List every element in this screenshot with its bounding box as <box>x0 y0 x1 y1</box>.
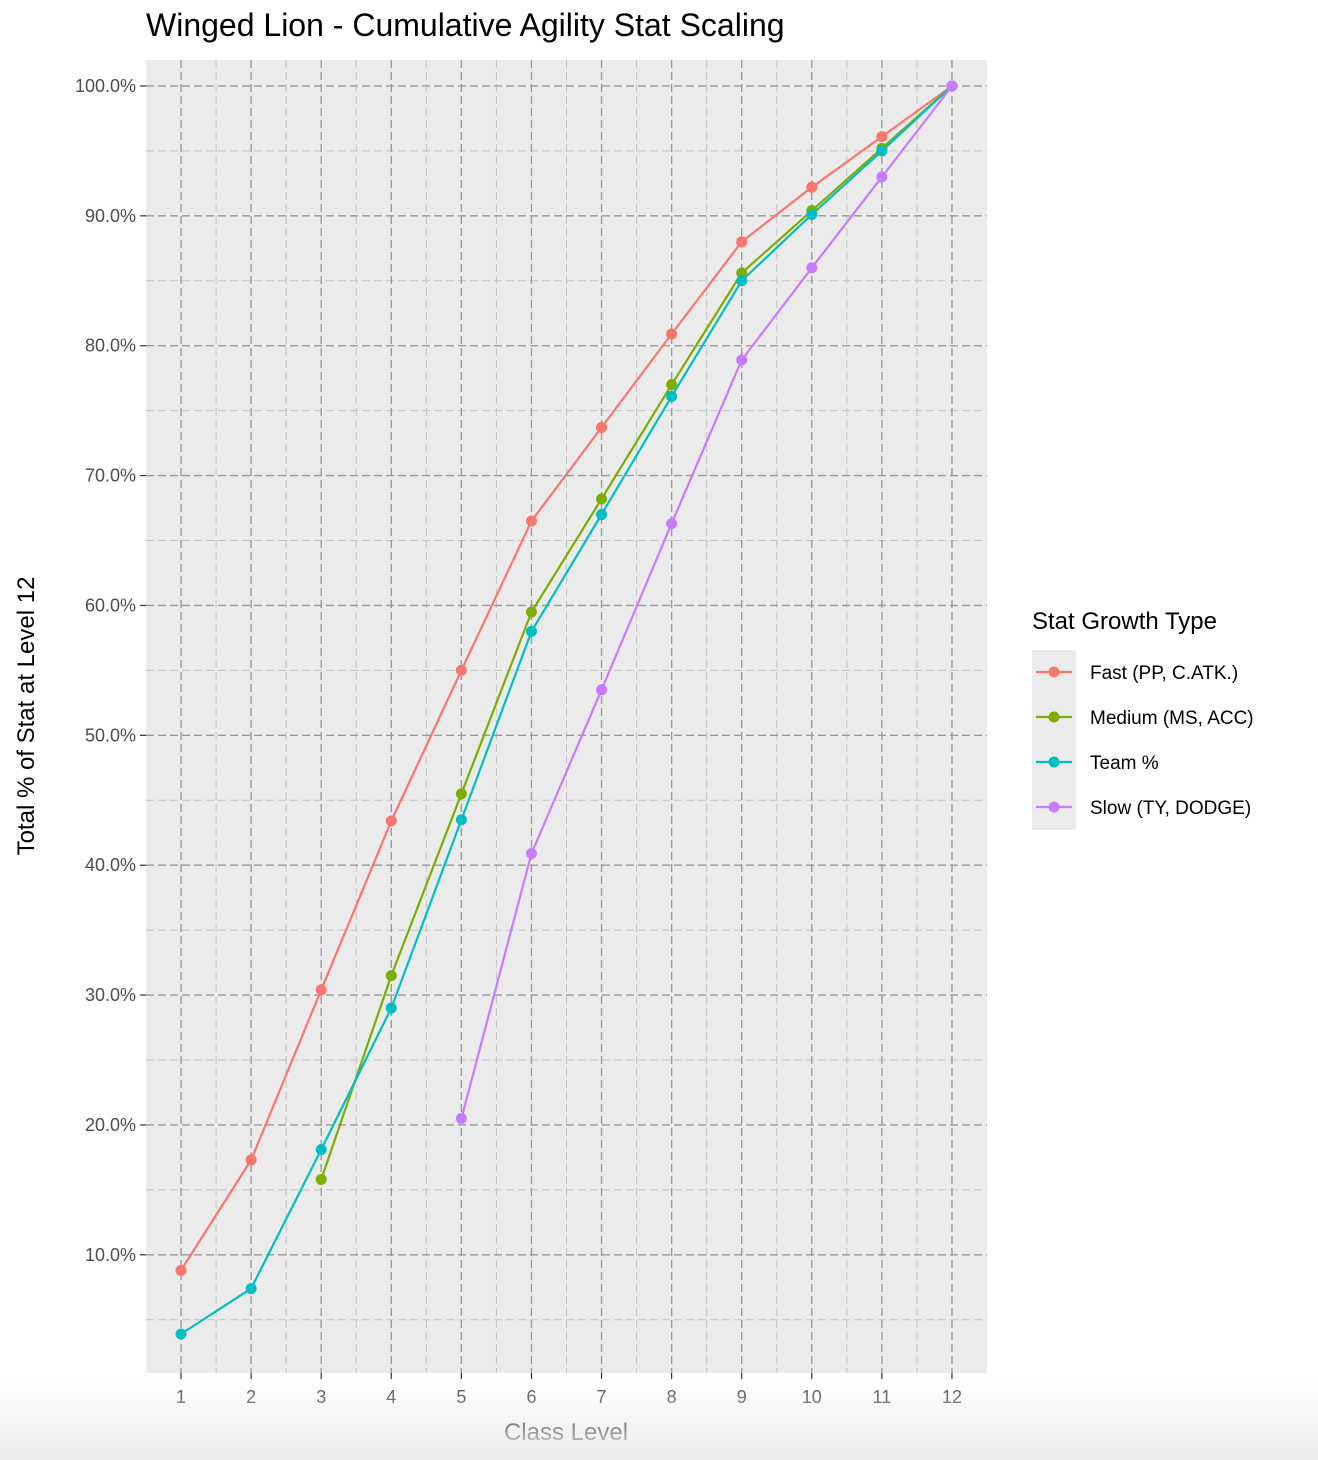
x-tick-label: 10 <box>802 1387 822 1407</box>
y-tick-label: 30.0% <box>85 985 136 1005</box>
legend-key-dot-0 <box>1048 666 1060 678</box>
grid-minor <box>146 60 987 1373</box>
y-tick-label: 10.0% <box>85 1245 136 1265</box>
y-axis-title: Total % of Stat at Level 12 <box>13 577 40 856</box>
data-point-s2-x11 <box>876 145 888 157</box>
x-axis: 1 2 3 4 5 6 7 8 9 10 11 12 <box>176 1373 962 1407</box>
x-tick-label: 3 <box>316 1387 326 1407</box>
data-point-s0-x6 <box>525 515 537 527</box>
data-point-s1-x9 <box>736 267 748 279</box>
data-point-s2-x4 <box>385 1002 397 1014</box>
y-axis: 10.0% 20.0% 30.0% 40.0% 50.0% 60.0% 70.0% 80.0%… <box>75 76 146 1265</box>
data-point-s2-x9 <box>736 275 748 287</box>
y-tick-label: 70.0% <box>85 466 136 486</box>
data-point-s1-x7 <box>596 493 608 505</box>
data-point-s2-x1 <box>175 1328 187 1340</box>
series-line-1 <box>320 85 953 1180</box>
data-point-s3-x12 <box>946 80 958 92</box>
data-point-s2-x10 <box>806 209 818 221</box>
data-point-s1-x3 <box>315 1173 327 1185</box>
x-tick-label: 12 <box>942 1387 962 1407</box>
data-point-s0-x10 <box>806 181 818 193</box>
data-point-s2-x5 <box>455 814 467 826</box>
x-tick-label: 2 <box>246 1387 256 1407</box>
x-tick-label: 6 <box>526 1387 536 1407</box>
y-tick-label: 40.0% <box>85 855 136 875</box>
grid-major <box>146 60 987 1373</box>
data-point-s0-x11 <box>876 131 888 143</box>
data-point-s0-x5 <box>455 664 467 676</box>
x-tick-label: 11 <box>873 1387 892 1407</box>
x-tick-label: 8 <box>667 1387 677 1407</box>
x-tick-label: 7 <box>597 1387 607 1407</box>
legend-key-dot-2 <box>1048 756 1060 768</box>
legend: Stat Growth Type Fast (PP, C.ATK.) Medium… <box>1032 608 1254 830</box>
data-point-s3-x9 <box>736 354 748 366</box>
legend-key-dot-3 <box>1048 801 1060 813</box>
data-point-s1-x5 <box>455 788 467 800</box>
data-point-s3-x10 <box>806 262 818 274</box>
data-point-s3-x5 <box>455 1112 467 1124</box>
legend-label-0: Fast (PP, C.ATK.) <box>1090 663 1238 684</box>
legend-label-2: Team % <box>1090 753 1159 774</box>
legend-title: Stat Growth Type <box>1032 608 1217 635</box>
data-point-s3-x8 <box>666 518 678 530</box>
legend-key-dot-1 <box>1048 711 1060 723</box>
series-lines <box>180 85 953 1335</box>
y-tick-label: 50.0% <box>85 725 136 745</box>
data-point-s2-x6 <box>525 625 537 637</box>
data-point-s2-x2 <box>245 1283 257 1295</box>
data-point-s0-x1 <box>175 1264 187 1276</box>
x-tick-label: 4 <box>386 1387 396 1407</box>
series-line-0 <box>180 85 953 1271</box>
x-tick-label: 9 <box>737 1387 747 1407</box>
data-point-s2-x8 <box>666 390 678 402</box>
data-point-s3-x6 <box>525 848 537 860</box>
data-point-s0-x2 <box>245 1154 257 1166</box>
legend-key-background <box>1032 650 1076 830</box>
x-tick-label: 1 <box>176 1387 186 1407</box>
data-point-s3-x7 <box>596 684 608 696</box>
x-axis-title: Class Level <box>504 1419 628 1446</box>
data-point-s1-x8 <box>666 379 678 391</box>
legend-label-1: Medium (MS, ACC) <box>1090 708 1254 729</box>
y-tick-label: 80.0% <box>85 336 136 356</box>
series-points <box>175 80 958 1340</box>
data-point-s3-x11 <box>876 171 888 183</box>
x-tick-label: 5 <box>456 1387 466 1407</box>
data-point-s2-x7 <box>596 509 608 521</box>
series-line-2 <box>180 85 953 1335</box>
y-tick-label: 90.0% <box>85 206 136 226</box>
y-tick-label: 60.0% <box>85 595 136 615</box>
data-point-s0-x7 <box>596 422 608 434</box>
y-tick-label: 100.0% <box>75 76 136 96</box>
legend-label-3: Slow (TY, DODGE) <box>1090 798 1251 819</box>
data-point-s0-x3 <box>315 984 327 996</box>
data-point-s0-x8 <box>666 328 678 340</box>
data-point-s2-x3 <box>315 1144 327 1156</box>
chart-title: Winged Lion - Cumulative Agility Stat Sc… <box>146 7 785 43</box>
series-line-3 <box>460 85 953 1119</box>
data-point-s0-x4 <box>385 815 397 827</box>
y-tick-label: 20.0% <box>85 1115 136 1135</box>
data-point-s1-x4 <box>385 970 397 982</box>
data-point-s1-x6 <box>525 606 537 618</box>
data-point-s0-x9 <box>736 236 748 248</box>
